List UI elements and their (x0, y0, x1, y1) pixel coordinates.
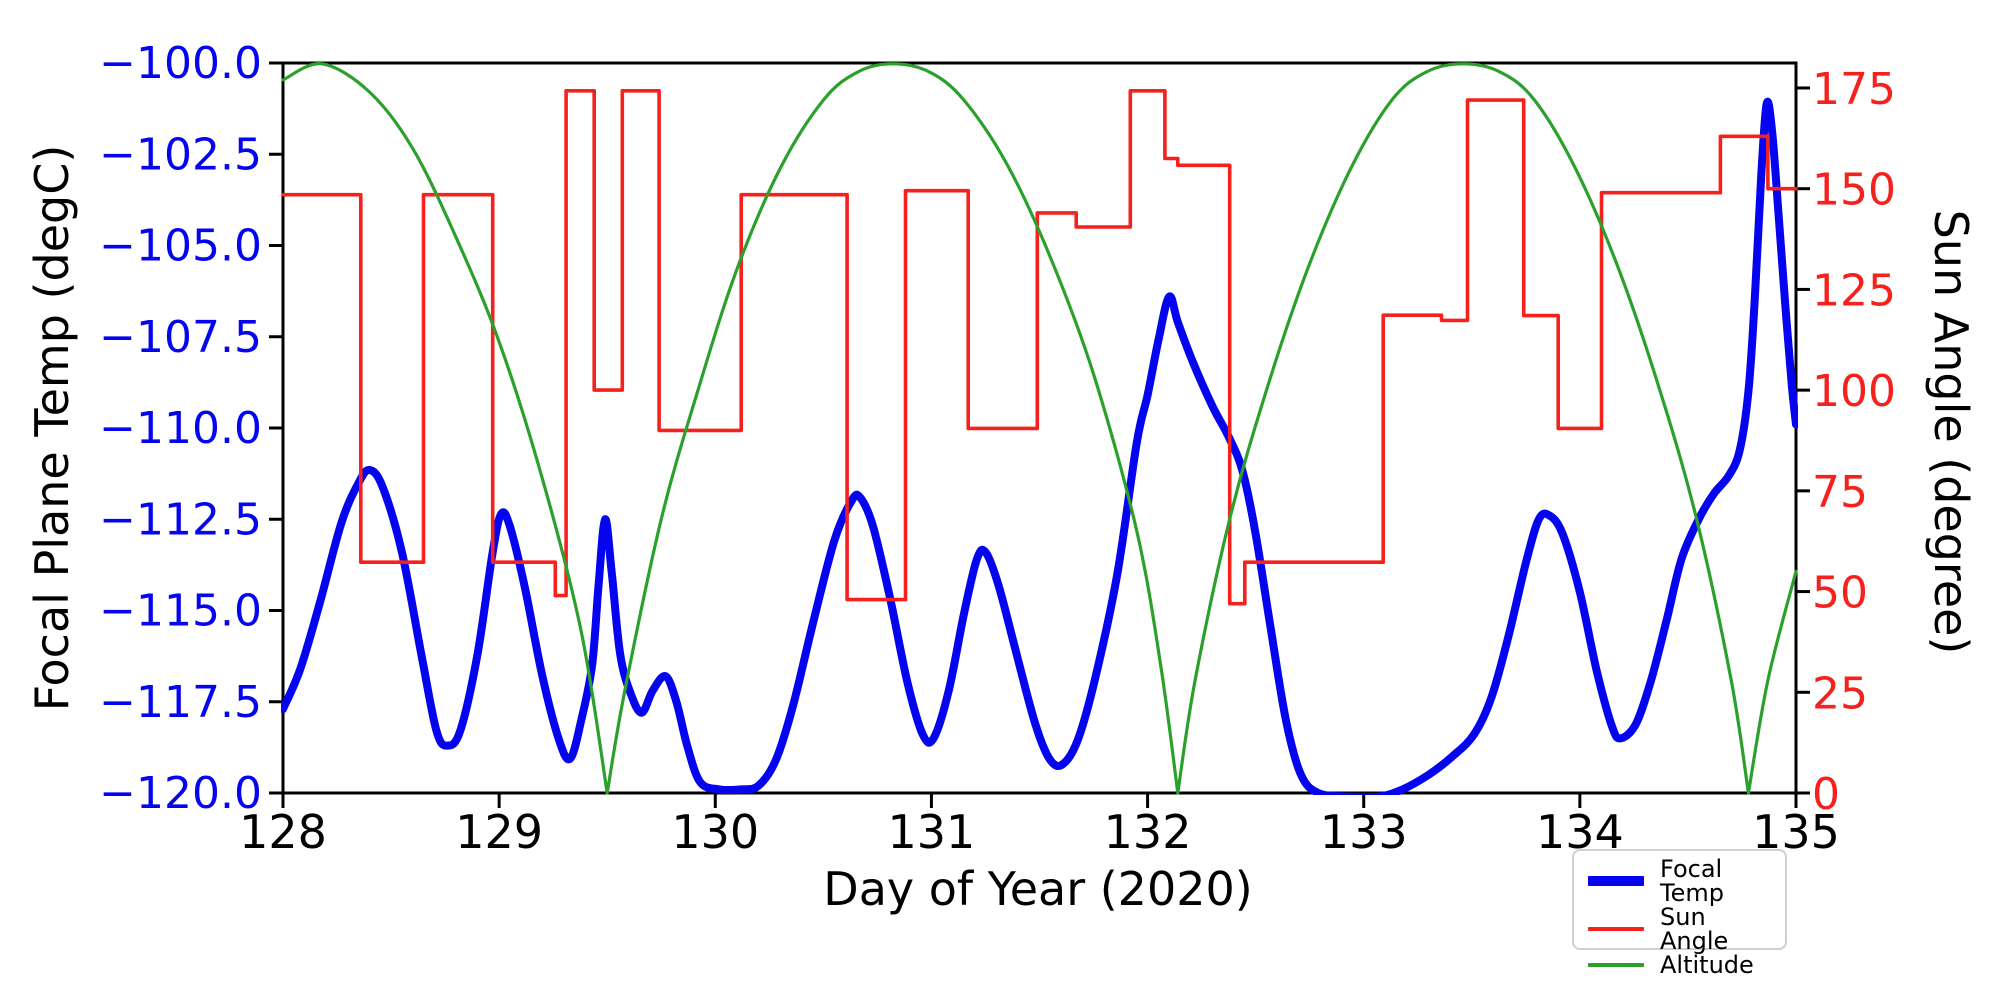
left-tick-label: −102.5 (99, 129, 262, 180)
right-tick-label: 150 (1812, 165, 1896, 216)
legend-label-focal-temp: Focal Temp (1660, 855, 1724, 907)
sun-angle-line-swatch (1588, 927, 1644, 931)
x-tick-label: 128 (239, 805, 327, 859)
left-tick-label: −110.0 (99, 403, 262, 454)
left-tick-label: −115.0 (99, 586, 262, 637)
right-tick-label: 0 (1812, 769, 1840, 820)
axis-ticks (269, 61, 1810, 808)
x-axis-title: Day of Year (2020) (823, 862, 1253, 916)
right-tick-label: 100 (1812, 366, 1896, 417)
left-tick-label: −100.0 (99, 38, 262, 89)
x-tick-label: 130 (671, 805, 759, 859)
legend: Focal Temp Sun Angle Altitude (1572, 849, 1787, 977)
legend-label-altitude: Altitude (1660, 951, 1754, 979)
legend-item-sun-angle: Sun Angle (1588, 905, 1771, 953)
legend-item-altitude: Altitude (1588, 953, 1771, 977)
right-axis-title: Sun Angle (degree) (1924, 209, 1978, 655)
x-tick-label: 129 (455, 805, 543, 859)
right-tick-label: 25 (1812, 668, 1868, 719)
left-tick-label: −107.5 (99, 312, 262, 363)
right-tick-label: 50 (1812, 568, 1868, 619)
right-tick-label: 75 (1812, 467, 1868, 518)
right-tick-label: 175 (1812, 64, 1896, 115)
legend-item-focal-temp: Focal Temp (1588, 857, 1771, 905)
altitude-line-swatch (1588, 963, 1644, 967)
focal-temp-line-swatch (1588, 876, 1644, 886)
left-tick-label: −112.5 (99, 494, 262, 545)
x-tick-label: 133 (1320, 805, 1408, 859)
right-tick-label: 125 (1812, 265, 1896, 316)
altitude-line (281, 62, 1798, 795)
left-tick-label: −120.0 (99, 768, 262, 819)
focal-temp-line (281, 97, 1798, 795)
left-tick-label: −117.5 (99, 677, 262, 728)
legend-label-sun-angle: Sun Angle (1660, 903, 1729, 955)
x-tick-label: 131 (888, 805, 976, 859)
left-tick-label: −105.0 (99, 221, 262, 272)
left-axis-title: Focal Plane Temp (degC) (25, 144, 79, 712)
x-tick-label: 132 (1104, 805, 1192, 859)
sun-angle-line (281, 89, 1798, 606)
